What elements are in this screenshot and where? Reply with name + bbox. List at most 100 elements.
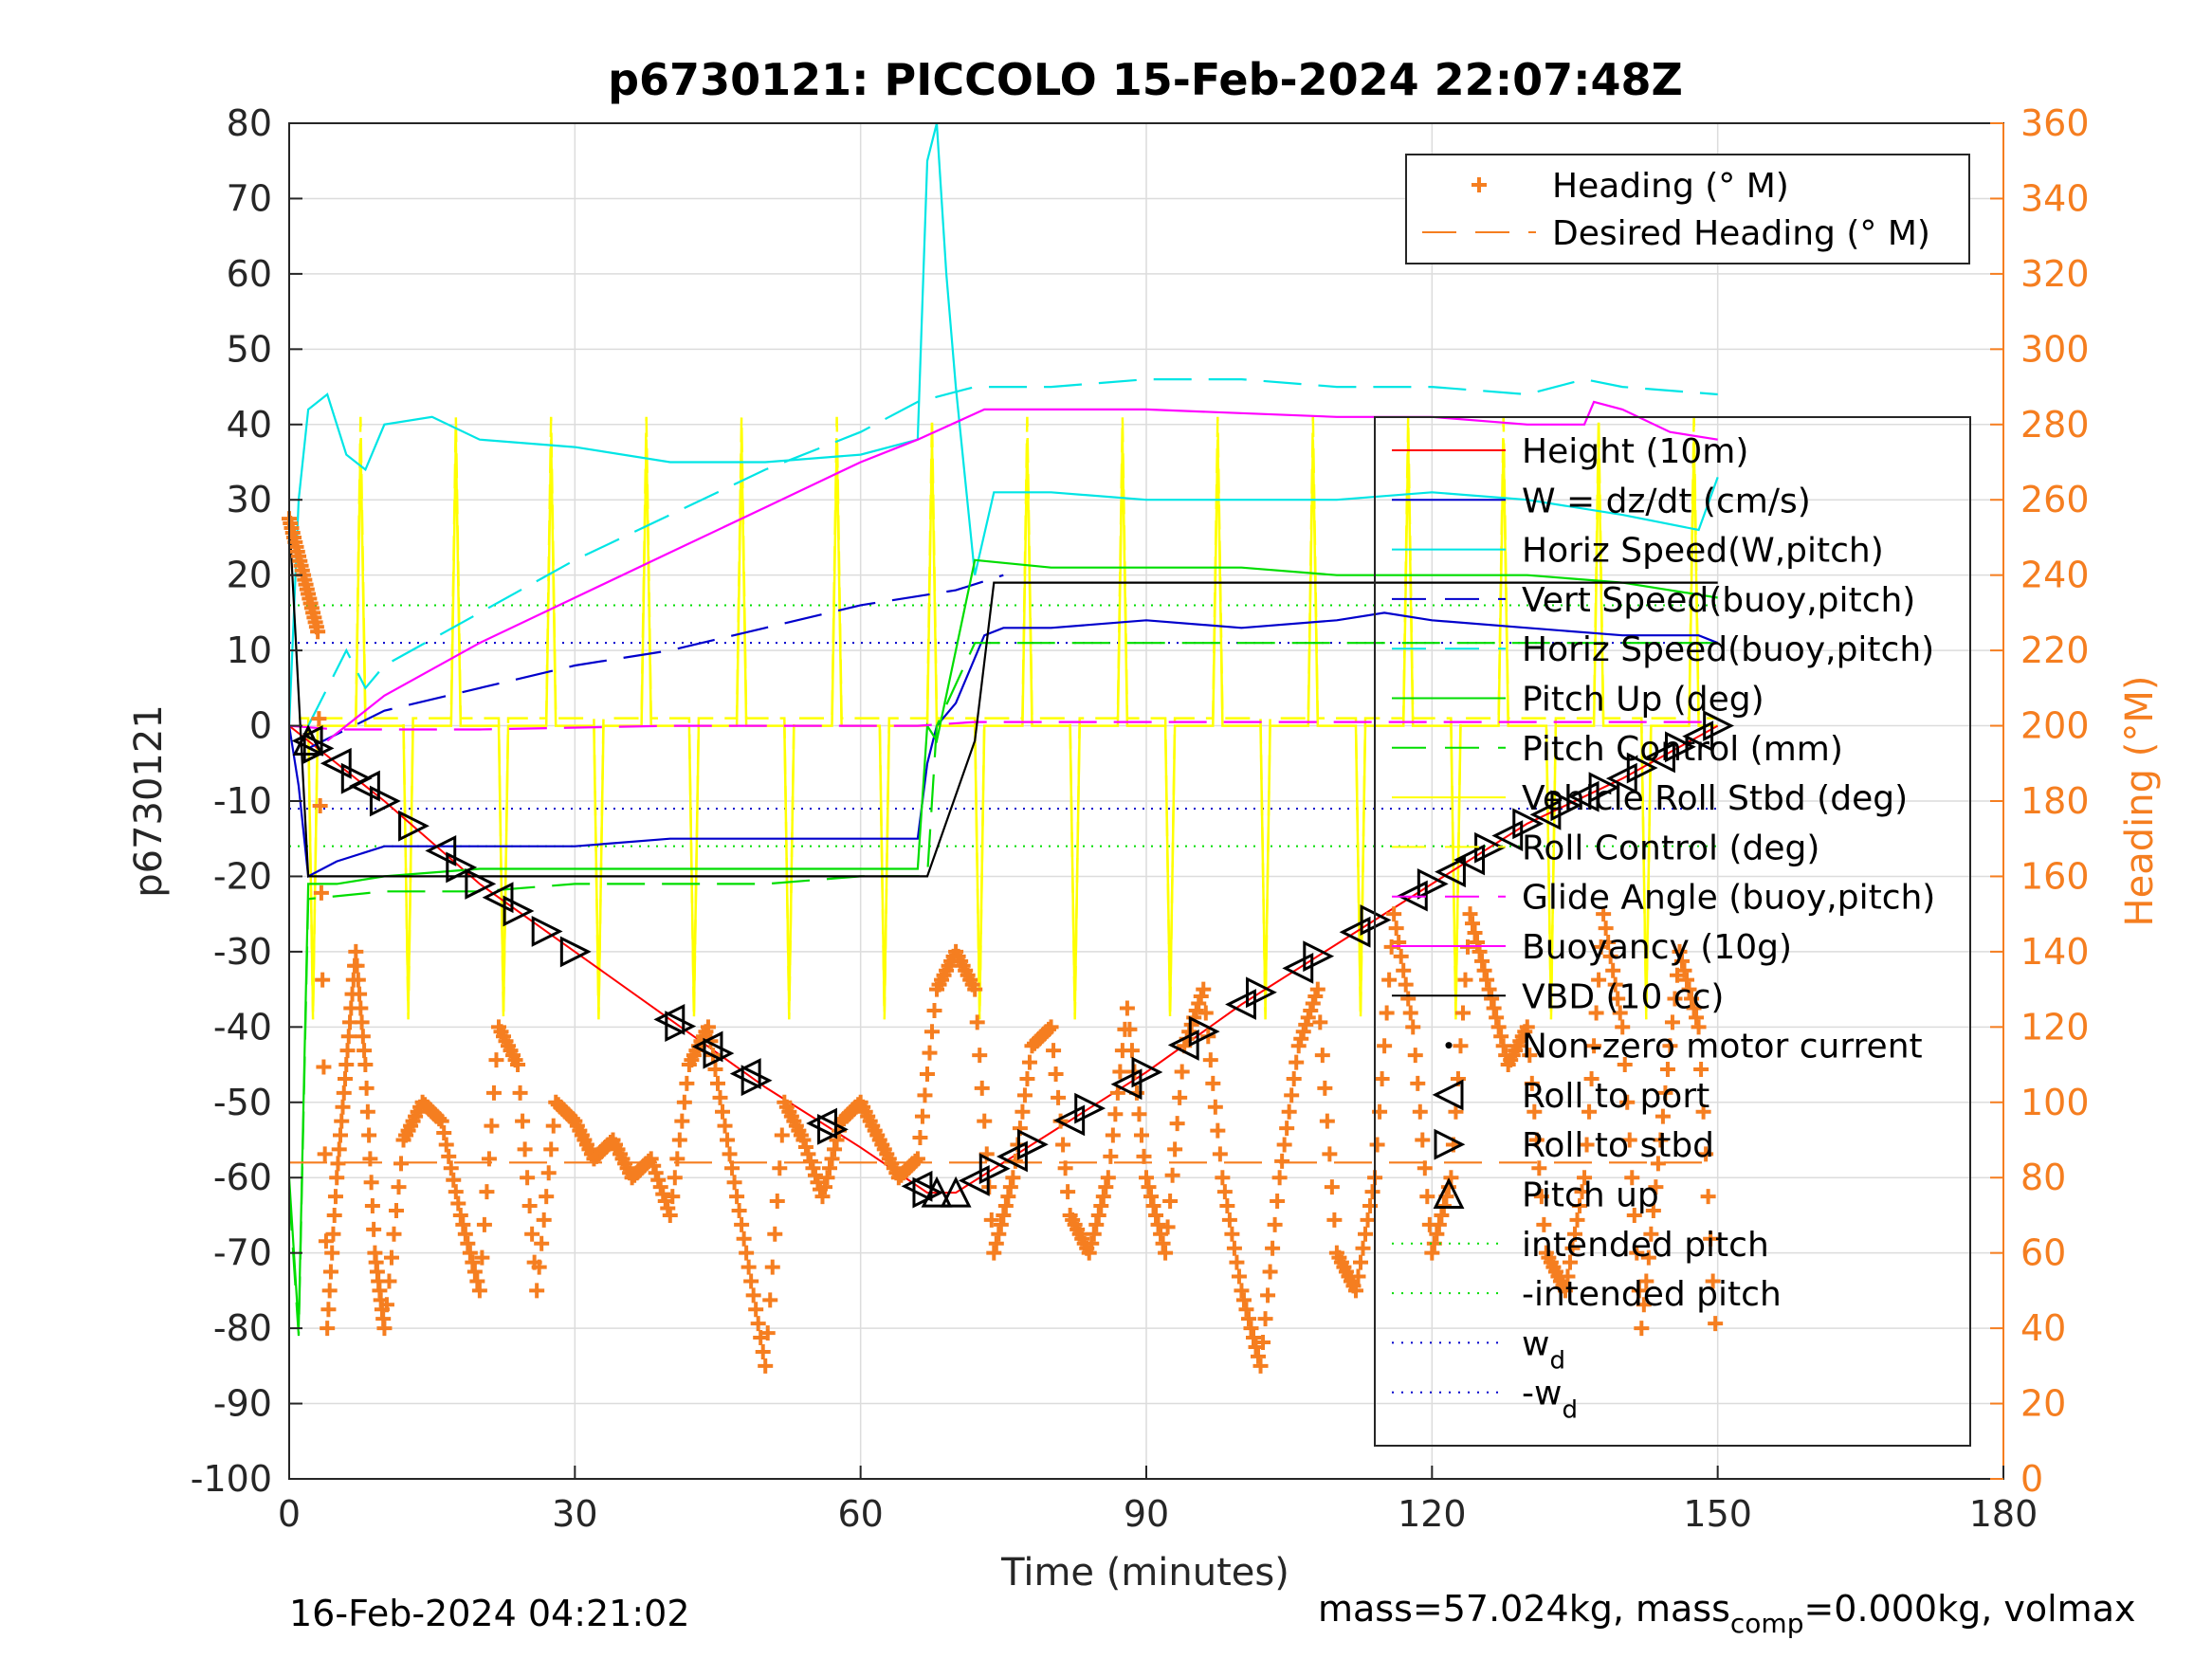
heading-marker <box>1093 1198 1109 1214</box>
heading-marker <box>1536 1216 1552 1232</box>
y2-tick-label: 280 <box>2020 404 2090 446</box>
heading-marker <box>1095 1189 1111 1205</box>
heading-marker <box>1314 1048 1330 1064</box>
y2-axis-ticks: 0 20 40 60 80 100 120 140 160 180 200 220 240 260 280 3… <box>1990 102 2090 1500</box>
heading-marker <box>510 1057 526 1073</box>
heading-marker <box>759 1325 776 1341</box>
heading-marker <box>817 1179 832 1195</box>
heading-marker <box>1562 1254 1578 1270</box>
heading-marker <box>1533 1189 1549 1205</box>
heading-marker <box>1133 1127 1149 1143</box>
y-tick-label: 40 <box>227 404 272 446</box>
heading-marker <box>336 1085 352 1101</box>
heading-marker <box>807 1167 823 1183</box>
heading-marker <box>1583 1070 1600 1086</box>
heading-marker <box>1212 1146 1228 1162</box>
legend-main-sample <box>1434 1128 1466 1160</box>
legend-main-label: Roll to port <box>1522 1077 1709 1116</box>
heading-marker <box>1281 1103 1297 1120</box>
legend-heading: Heading (° M) Desired Heading (° M) <box>1405 154 1970 264</box>
heading-marker <box>1624 1170 1640 1186</box>
y2-tick-label: 80 <box>2020 1157 2066 1198</box>
heading-marker <box>389 1202 404 1218</box>
heading-marker <box>1410 1075 1426 1091</box>
y-tick-label: -10 <box>213 780 272 822</box>
heading-marker <box>1107 1106 1124 1122</box>
heading-marker <box>460 1235 476 1251</box>
heading-marker <box>1295 1024 1311 1040</box>
x-tick-label: 30 <box>552 1493 597 1535</box>
heading-marker <box>660 1200 676 1216</box>
heading-marker <box>1043 1019 1059 1035</box>
heading-marker <box>997 1198 1014 1214</box>
heading-marker <box>743 1273 759 1289</box>
footer-mass-a: mass=57.024kg, mass <box>1318 1588 1730 1630</box>
heading-marker <box>474 1249 490 1266</box>
heading-marker <box>1407 1048 1423 1064</box>
heading-marker <box>1262 1264 1278 1280</box>
legend-top-label: Desired Heading (° M) <box>1552 214 1930 253</box>
roll-port-marker <box>482 882 514 914</box>
heading-marker <box>819 1170 835 1186</box>
heading-marker <box>469 1273 485 1289</box>
roll-port-marker <box>1491 820 1524 851</box>
heading-marker <box>1572 1198 1588 1214</box>
heading-marker <box>1645 1202 1661 1218</box>
heading-marker <box>1388 921 1404 937</box>
heading-marker <box>1650 1156 1666 1172</box>
heading-marker <box>827 1141 843 1158</box>
heading-marker <box>1454 1005 1471 1021</box>
y2-tick-label: 120 <box>2020 1006 2090 1048</box>
y2-tick-label: 360 <box>2020 102 2090 144</box>
y2-tick-label: 240 <box>2020 555 2090 596</box>
heading-marker <box>376 1321 393 1337</box>
heading-marker <box>1598 921 1614 937</box>
footer-mass-b: =0.000kg, volmax <box>1803 1588 2135 1630</box>
heading-marker <box>745 1287 761 1304</box>
heading-marker <box>1484 991 1500 1007</box>
heading-marker <box>734 1216 750 1232</box>
y-tick-label: 10 <box>227 629 272 671</box>
heading-marker <box>457 1226 473 1242</box>
y-tick-label: 60 <box>227 253 272 295</box>
heading-marker <box>1360 1212 1376 1228</box>
heading-marker <box>1379 1005 1395 1021</box>
heading-marker <box>1234 1283 1250 1299</box>
legend-main-label: W = dz/dt (cm/s) <box>1522 482 1811 520</box>
roll-stbd-marker <box>465 867 497 900</box>
roll-port-marker <box>1110 1068 1143 1101</box>
heading-marker <box>919 1066 935 1082</box>
heading-marker <box>986 1245 1002 1261</box>
roll-stbd-marker <box>1703 710 1735 741</box>
series-line-3 <box>307 574 1004 750</box>
legend-main-subscript: d <box>1549 1346 1565 1375</box>
heading-marker <box>1002 1179 1018 1195</box>
y-tick-label: -50 <box>213 1082 272 1123</box>
roll-port-marker <box>653 1003 686 1035</box>
heading-marker <box>993 1216 1009 1232</box>
heading-marker <box>515 1113 531 1129</box>
heading-marker <box>1653 1132 1669 1148</box>
heading-marker <box>1251 1348 1267 1364</box>
heading-marker <box>349 957 365 974</box>
roll-stbd-marker <box>446 851 478 884</box>
roll-stbd-marker <box>1131 1056 1163 1088</box>
heading-marker <box>991 1226 1007 1242</box>
series-line-4 <box>307 377 1718 727</box>
heading-marker <box>972 1048 988 1064</box>
heading-marker <box>1453 1038 1469 1054</box>
heading-marker <box>748 1302 764 1318</box>
heading-marker <box>646 1158 662 1174</box>
legend-main-sample <box>1432 1079 1464 1111</box>
y2-tick-label: 320 <box>2020 253 2090 295</box>
heading-marker <box>1207 1099 1223 1115</box>
heading-marker <box>750 1316 766 1332</box>
heading-marker <box>755 1343 771 1359</box>
heading-marker <box>1305 995 1321 1012</box>
heading-marker <box>1051 1089 1067 1105</box>
heading-marker <box>357 1057 374 1073</box>
heading-marker <box>1621 1132 1637 1148</box>
heading-marker <box>1100 1170 1116 1186</box>
legend-main-label: Buoyancy (10g) <box>1522 928 1792 967</box>
roll-port-marker <box>1453 844 1486 876</box>
